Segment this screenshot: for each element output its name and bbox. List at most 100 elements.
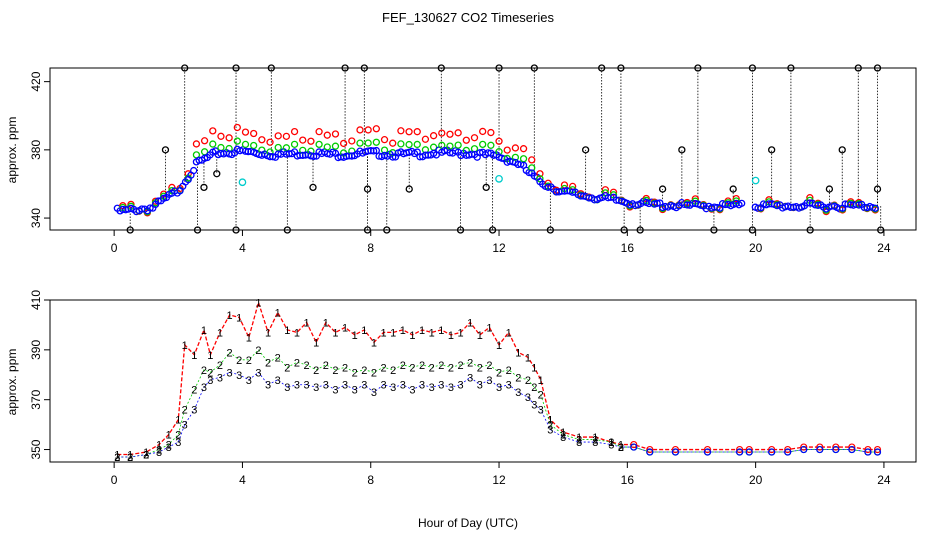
series-2-marker: 2: [525, 375, 531, 387]
marker-series-3: [369, 147, 378, 155]
series-2-marker: 2: [467, 357, 473, 369]
spike-marker: [768, 146, 776, 154]
series-1-marker: [864, 445, 872, 454]
marker-series-2: [536, 175, 544, 183]
series-2-marker: 2: [515, 372, 521, 384]
series-3-marker: 3: [560, 432, 566, 444]
series-2-marker: 2: [352, 367, 358, 379]
marker-series-1: [225, 134, 233, 142]
series-2-marker: 2: [486, 360, 492, 372]
series-3-marker: 3: [515, 387, 521, 399]
series-2-marker: 2: [201, 365, 207, 377]
bottom-y-axis: 350 370 390 410: [29, 290, 50, 460]
marker-series-1: [528, 156, 536, 164]
series-3-marker: [745, 448, 753, 456]
series-1-marker: 1: [457, 327, 463, 339]
series-3-marker: 3: [429, 382, 435, 394]
series-2-marker: 2: [506, 365, 512, 377]
marker-series-2: [356, 139, 364, 147]
series-2-marker: 2: [618, 442, 624, 454]
series-1-marker: 1: [127, 450, 133, 462]
series-3-marker: 3: [332, 385, 338, 397]
series-1-marker: 1: [114, 450, 120, 462]
marker-series-2: [479, 140, 487, 149]
series-3-marker: 3: [608, 440, 614, 452]
marker-series-1: [282, 132, 291, 140]
bottom-x-axis: 0 4 8 12 16 20 24: [111, 462, 891, 487]
marker-series-1: [200, 137, 209, 145]
x-tick-label: 8: [367, 241, 374, 255]
spike-marker: [232, 64, 240, 72]
series-1-marker: 1: [227, 310, 233, 322]
series-1-marker: [671, 445, 680, 454]
series-1-line: [117, 300, 878, 456]
marker-series-2: [528, 164, 536, 172]
x-tick-label: 24: [877, 473, 891, 487]
y-tick-label: 370: [29, 389, 43, 409]
marker-series-1: [339, 139, 348, 148]
series-2-marker: 2: [143, 450, 149, 462]
x-tick-label: 16: [621, 241, 635, 255]
marker-series-2: [241, 140, 250, 149]
marker-series-1: [462, 136, 470, 144]
series-2-marker: 2: [438, 360, 444, 372]
series-2-marker: 2: [448, 362, 454, 374]
marker-series-1: [307, 137, 315, 145]
marker-series-2: [511, 153, 520, 162]
spike-marker: [636, 226, 644, 234]
spike-marker: [363, 185, 372, 193]
marker-series-2: [331, 142, 340, 150]
series-1-marker: 1: [618, 440, 624, 452]
marker-series-2: [454, 141, 462, 149]
series-1-marker: [630, 440, 638, 449]
marker-series-2: [250, 141, 258, 150]
series-1-marker: 1: [381, 327, 387, 339]
series-1-marker: 1: [265, 327, 271, 339]
series-1-marker: 1: [531, 362, 537, 374]
series-3-marker: 3: [143, 450, 149, 462]
series-3-marker: 3: [284, 382, 290, 394]
marker-series-2: [487, 141, 495, 149]
marker-series-1: [389, 139, 397, 147]
series-1-marker: 1: [496, 340, 502, 352]
series-1-marker: 1: [400, 325, 406, 337]
x-axis-label: Hour of Day (UTC): [418, 516, 518, 530]
marker-series-2: [438, 141, 446, 149]
marker-series-1: [536, 170, 544, 178]
marker-series-1: [258, 136, 266, 144]
series-2-marker: 2: [275, 352, 281, 364]
series-3-marker: 3: [438, 380, 444, 392]
series-2-marker: 2: [371, 367, 377, 379]
marker-series-2: [233, 137, 241, 145]
series-2-marker: 2: [182, 405, 188, 417]
series-2-marker: 2: [592, 435, 598, 447]
spike-marker: [581, 146, 590, 154]
series-1-marker: 1: [409, 330, 415, 342]
marker-series-3: [154, 197, 162, 205]
series-3-marker: 3: [191, 405, 197, 417]
series-1-marker: 1: [592, 432, 598, 444]
spike-marker: [213, 170, 221, 178]
series-3-marker: 3: [618, 442, 624, 454]
series-2-marker: 2: [342, 362, 348, 374]
series-3-marker: 3: [217, 372, 223, 384]
spike-marker: [873, 64, 882, 72]
marker-series-3: [738, 199, 746, 208]
marker-series-1: [609, 188, 618, 196]
series-1-marker: 1: [352, 330, 358, 342]
reference-marker: [238, 178, 247, 187]
series-1-marker: 1: [175, 415, 181, 427]
series-2-marker: 2: [236, 355, 242, 367]
marker-series-2: [290, 140, 299, 148]
series-3-marker: 3: [506, 380, 512, 392]
spike-marker: [232, 226, 240, 234]
spike-marker: [488, 226, 497, 234]
series-1-marker: [768, 445, 776, 454]
series-1-marker: 1: [191, 350, 197, 362]
series-1-marker: 1: [313, 337, 319, 349]
series-3-marker: 3: [275, 375, 281, 387]
spike-marker: [806, 226, 814, 234]
series-1-marker: 1: [560, 427, 566, 439]
series-1-marker: [745, 445, 753, 454]
spike-marker: [341, 64, 349, 72]
